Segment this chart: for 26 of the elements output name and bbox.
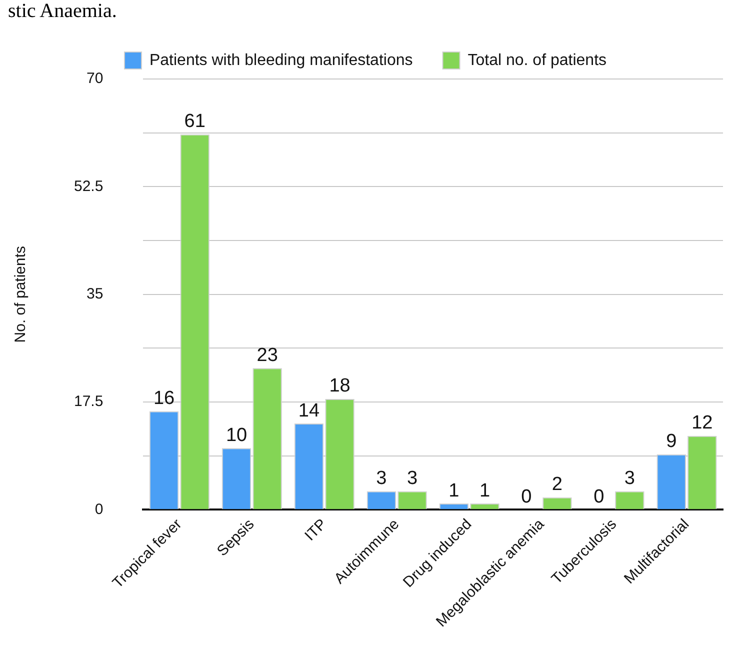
- y-tick-label: 52.5: [74, 178, 104, 195]
- data-label: 9: [666, 431, 677, 452]
- data-label: 1: [448, 480, 460, 502]
- data-label: 61: [184, 111, 206, 132]
- y-tick-label: 17.5: [74, 393, 104, 410]
- y-tick-label: 35: [86, 285, 104, 302]
- data-label: 12: [692, 412, 713, 434]
- x-tick-label: ITP: [302, 516, 330, 544]
- data-label: 2: [552, 474, 562, 496]
- data-label: 3: [624, 468, 635, 489]
- y-tick-label: 0: [94, 500, 104, 518]
- data-label: 18: [329, 376, 350, 397]
- data-label: 23: [256, 344, 278, 366]
- data-label: 16: [153, 388, 175, 409]
- y-tick-label: 70: [86, 70, 104, 88]
- data-label: 0: [594, 486, 604, 508]
- y-axis-title: No. of patients: [12, 246, 30, 343]
- data-label: 0: [521, 486, 532, 508]
- data-label: 1: [479, 480, 490, 502]
- legend-label: Total no. of patients: [468, 52, 607, 69]
- text: stic Anaemia.: [8, 0, 118, 22]
- data-label: 14: [298, 400, 320, 422]
- data-label: 3: [376, 468, 387, 489]
- data-label: 3: [406, 468, 418, 489]
- legend-label: Patients with bleeding manifestations: [149, 52, 413, 69]
- data-label: 10: [226, 424, 248, 446]
